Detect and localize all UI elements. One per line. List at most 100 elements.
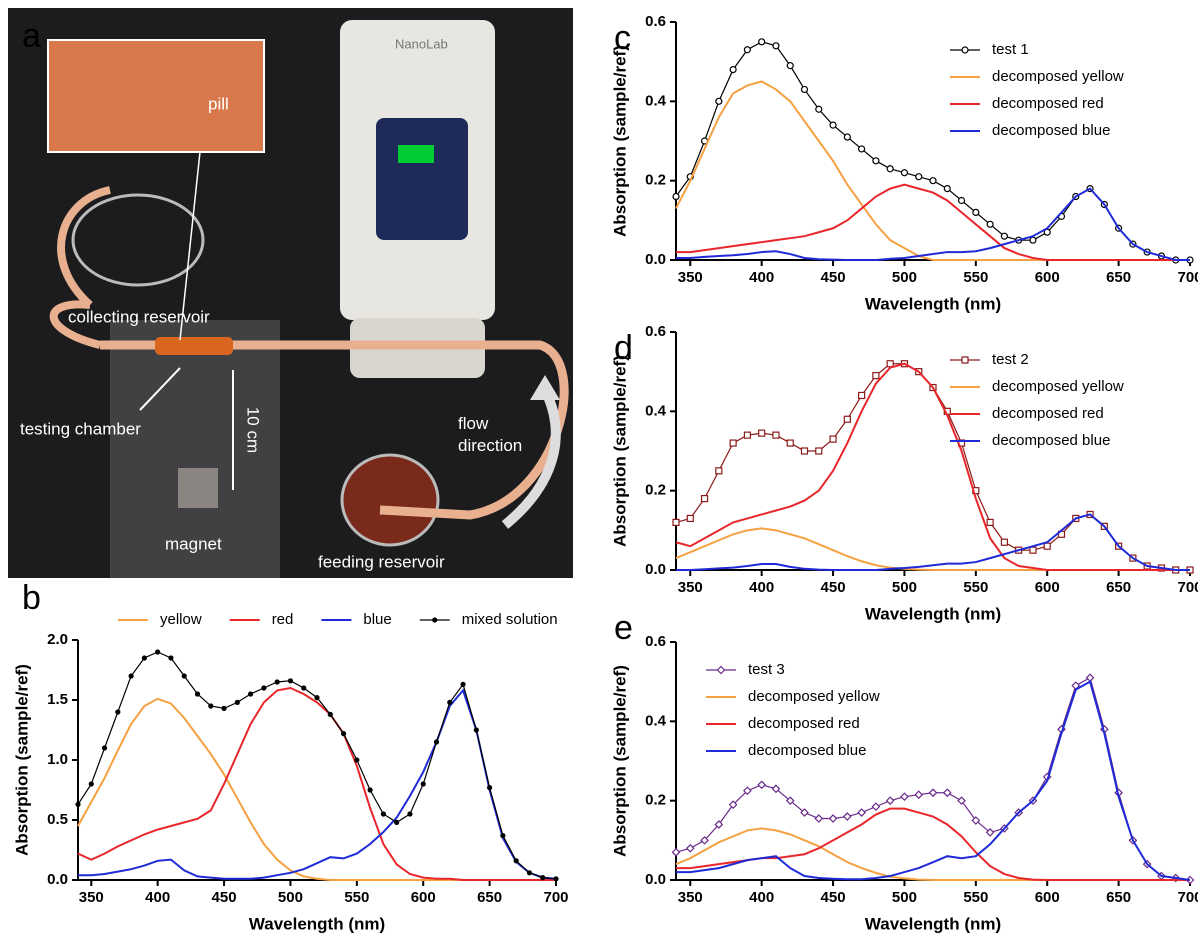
marker [985,828,995,837]
x-tick-label: 500 [278,889,303,906]
marker [128,673,134,679]
legend-label: decomposed yellow [992,378,1124,395]
x-tick-label: 650 [1106,889,1131,906]
y-tick-label: 2.0 [47,631,68,648]
marker [181,673,187,679]
series-line [78,688,557,880]
x-tick-label: 600 [1035,579,1060,596]
marker [155,649,161,655]
series-line [675,80,1190,261]
marker [743,786,752,796]
y-tick-label: 0.0 [645,871,666,888]
marker [354,757,360,763]
x-tick-label: 350 [678,579,703,596]
marker [972,208,980,216]
y-tick-label: 0.2 [645,792,666,809]
y-tick-label: 0.0 [645,251,666,268]
marker [672,518,680,527]
x-tick-label: 600 [1035,889,1060,906]
y-tick-label: 0.0 [47,871,68,888]
axis-line [77,640,556,881]
marker [961,356,969,364]
marker [915,173,923,181]
marker [672,192,680,201]
legend-label: decomposed blue [992,432,1110,449]
marker [141,655,147,661]
marker [971,816,981,825]
marker [513,858,519,864]
y-tick-label: 0.4 [645,92,667,109]
x-tick-label: 600 [1035,269,1060,286]
collecting-beaker [71,193,205,287]
marker [772,431,780,439]
inset-pointer [179,151,201,341]
marker [786,62,794,70]
marker [1000,538,1008,546]
series-line [675,362,1190,571]
marker [700,835,709,845]
legend-label: test 3 [748,661,785,678]
marker [380,811,386,817]
marker [900,792,909,802]
panel-label: c [614,19,631,57]
legend-label: test 1 [992,41,1029,58]
marker [942,788,952,798]
marker [929,177,937,185]
series-line [675,827,1190,881]
legend-label: test 2 [992,351,1029,368]
axis-line [675,332,1190,571]
legend-label: decomposed red [748,715,860,732]
x-axis-title: Wavelength (nm) [865,604,1001,623]
marker [858,145,866,153]
marker [287,678,294,684]
series-line [676,187,1190,261]
y-tick-label: 0.0 [645,561,666,578]
pump-panel [376,118,468,240]
marker [208,703,214,709]
marker [743,46,751,54]
marker [115,709,121,715]
x-tick-label: 550 [963,269,988,286]
x-tick-label: 700 [543,889,568,906]
x-tick-label: 400 [749,889,774,906]
x-tick-label: 400 [749,269,774,286]
x-tick-label: 450 [821,579,846,596]
series-line [77,686,556,881]
photo-label: NanoLab [395,36,448,51]
marker [433,739,440,745]
marker [540,875,546,881]
x-tick-label: 550 [963,579,988,596]
marker [886,360,894,368]
marker [500,833,506,839]
x-axis-title: Wavelength (nm) [865,914,1001,933]
y-tick-label: 0.6 [645,633,666,650]
marker [327,711,333,718]
marker [815,105,823,113]
marker [420,781,426,787]
marker [340,731,347,737]
marker [75,801,81,808]
photo-label: collecting reservoir [68,307,210,326]
marker [301,685,307,691]
marker [957,796,966,806]
photo-label: feeding reservoir [318,552,445,571]
marker [957,196,966,205]
legend-label: red [272,611,294,628]
y-tick-label: 1.0 [47,751,68,768]
marker [274,679,280,685]
marker [986,518,994,527]
marker [800,85,809,94]
marker [743,431,751,439]
marker [843,133,851,141]
inset [47,39,265,153]
marker [248,691,254,697]
y-tick-label: 0.4 [645,402,667,419]
photo-label: magnet [165,534,222,553]
panel-label: b [22,579,41,617]
x-tick-label: 700 [1177,269,1198,286]
panel-label: d [614,329,633,367]
marker [234,699,240,706]
marker [871,802,881,811]
y-axis-title: Absorption (sample/ref) [610,355,629,547]
marker [858,391,866,400]
